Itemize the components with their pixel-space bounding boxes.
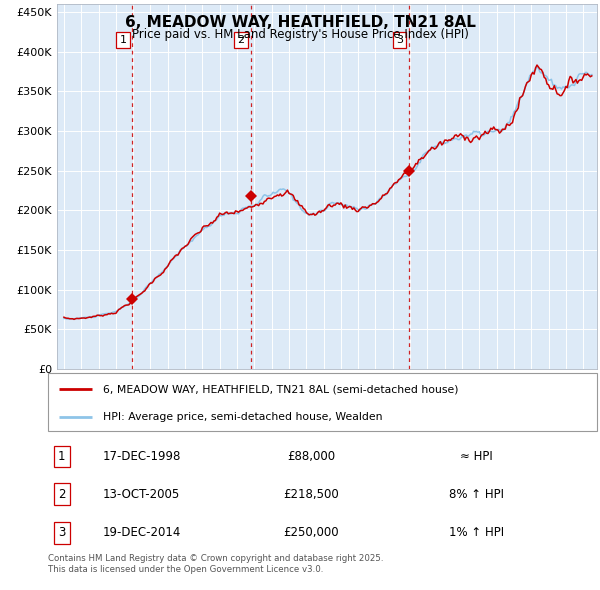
Text: 1% ↑ HPI: 1% ↑ HPI [449, 526, 504, 539]
Text: 2: 2 [238, 35, 245, 45]
Text: £88,000: £88,000 [287, 450, 335, 463]
Text: 3: 3 [58, 526, 65, 539]
Text: 1: 1 [119, 35, 127, 45]
Text: ≈ HPI: ≈ HPI [460, 450, 493, 463]
Text: HPI: Average price, semi-detached house, Wealden: HPI: Average price, semi-detached house,… [103, 412, 382, 421]
Text: 3: 3 [397, 35, 403, 45]
Text: 19-DEC-2014: 19-DEC-2014 [103, 526, 181, 539]
Text: 8% ↑ HPI: 8% ↑ HPI [449, 487, 504, 500]
Text: 6, MEADOW WAY, HEATHFIELD, TN21 8AL (semi-detached house): 6, MEADOW WAY, HEATHFIELD, TN21 8AL (sem… [103, 384, 458, 394]
Text: 17-DEC-1998: 17-DEC-1998 [103, 450, 181, 463]
FancyBboxPatch shape [48, 373, 597, 431]
Text: 2: 2 [58, 487, 65, 500]
Text: Contains HM Land Registry data © Crown copyright and database right 2025.
This d: Contains HM Land Registry data © Crown c… [48, 554, 383, 573]
Text: 6, MEADOW WAY, HEATHFIELD, TN21 8AL: 6, MEADOW WAY, HEATHFIELD, TN21 8AL [125, 15, 475, 30]
Text: £218,500: £218,500 [284, 487, 340, 500]
Text: 13-OCT-2005: 13-OCT-2005 [103, 487, 180, 500]
Text: Price paid vs. HM Land Registry's House Price Index (HPI): Price paid vs. HM Land Registry's House … [131, 28, 469, 41]
Text: £250,000: £250,000 [284, 526, 340, 539]
Text: 1: 1 [58, 450, 65, 463]
